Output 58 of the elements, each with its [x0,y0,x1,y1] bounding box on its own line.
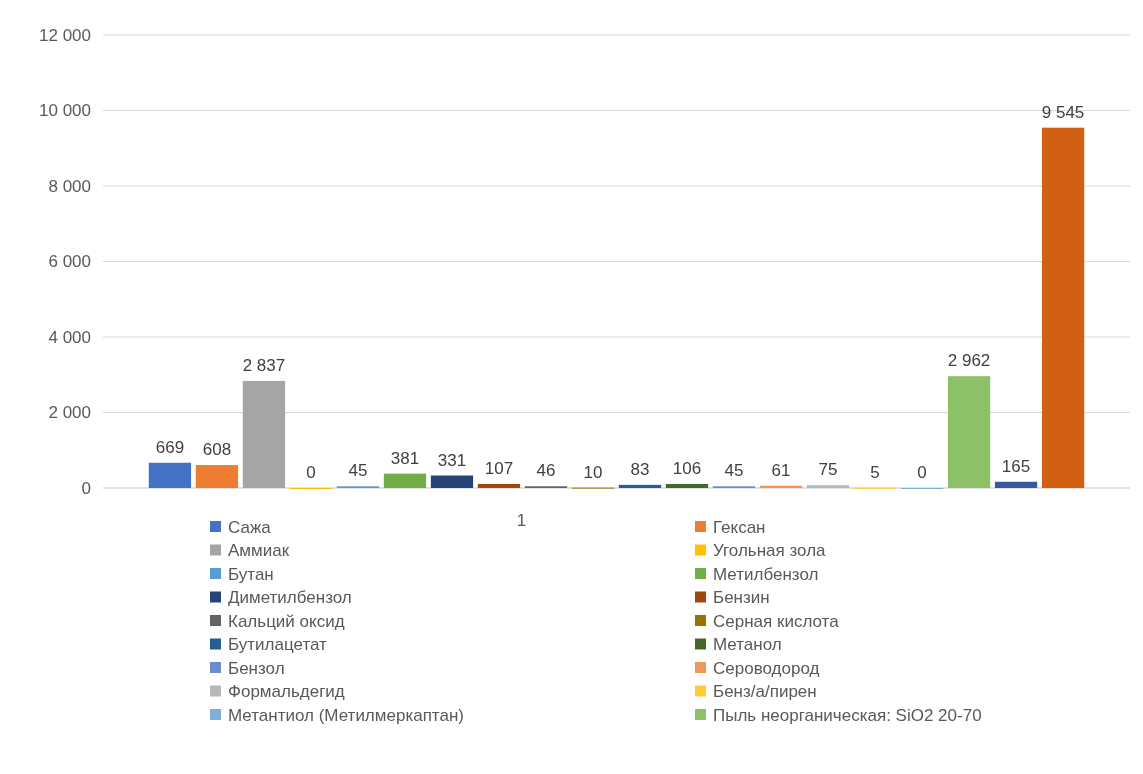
y-tick-label: 8 000 [48,176,91,196]
legend-label: Кальций оксид [228,611,345,631]
bar [477,483,521,488]
data-label: 2 837 [242,355,286,375]
bar [1041,127,1085,488]
data-label: 0 [306,463,316,482]
data-label: 381 [390,448,420,468]
legend-label: Сероводород [713,658,820,678]
y-tick-label: 2 000 [48,403,91,423]
data-label: 45 [724,461,744,481]
bar [430,475,474,488]
y-tick-label: 4 000 [48,327,91,347]
bar [947,376,991,488]
bar [994,481,1038,488]
data-label: 106 [672,459,702,478]
data-label: 46 [536,461,556,481]
y-tick-label: 10 000 [39,101,91,121]
legend-label: Бутилацетат [228,635,328,655]
data-label: 10 [583,462,603,482]
y-tick-label: 0 [81,478,91,498]
bar [806,485,850,488]
legend-label: Аммиак [228,541,290,561]
data-label: 669 [155,437,185,457]
legend-label: Бензол [228,658,285,678]
legend-label: Формальдегид [228,682,345,702]
data-label: 75 [818,460,838,480]
y-tick-label: 12 000 [39,25,91,45]
data-label: 165 [1001,456,1031,476]
data-label: 83 [630,459,650,479]
legend-label: Бенз/а/пирен [713,682,817,702]
legend-label: Сажа [228,517,272,537]
data-label: 0 [917,463,927,482]
bar [148,462,192,488]
legend-label: Диметилбензол [228,588,352,608]
data-label: 45 [348,461,368,481]
bar [383,473,427,488]
data-label: 5 [870,462,880,482]
bar [618,484,662,488]
data-label: 9 545 [1041,102,1085,122]
data-label: 61 [771,460,791,480]
legend-label: Бензин [713,588,770,608]
legend-label: Гексан [713,517,766,537]
legend-label: Серная кислота [713,611,840,631]
data-label: 107 [484,458,514,478]
bar [242,380,286,488]
legend-label: Метантиол (Метилмеркаптан) [228,705,464,725]
bar [195,465,239,488]
y-tick-label: 6 000 [48,252,91,272]
x-tick-label: 1 [516,511,527,530]
data-label: 608 [202,440,232,460]
legend-label: Пыль неорганическая: SiO2 20-70 [713,705,982,725]
bar [665,484,709,488]
data-label: 331 [437,450,467,470]
legend-label: Метанол [713,635,782,655]
data-label: 2 962 [947,351,991,371]
legend-label: Бутан [228,564,274,584]
legend-label: Угольная зола [713,541,827,561]
legend-label: Метилбензол [713,564,819,584]
